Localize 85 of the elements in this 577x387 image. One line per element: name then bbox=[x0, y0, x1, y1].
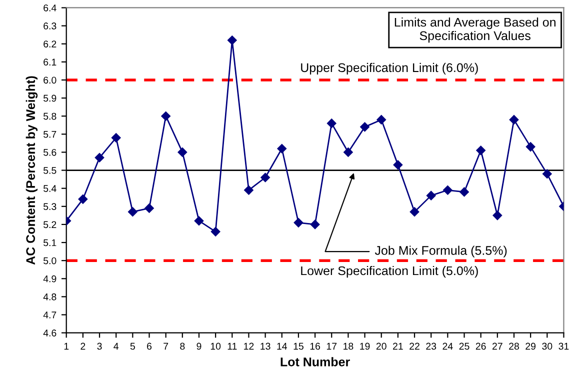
x-tick-label: 31 bbox=[558, 342, 569, 350]
point bbox=[94, 153, 104, 162]
y-tick-label: 6.3 bbox=[44, 22, 56, 30]
x-tick-label: 29 bbox=[526, 342, 536, 350]
point bbox=[443, 186, 452, 195]
point bbox=[128, 207, 138, 216]
y-tick-label: 5.3 bbox=[44, 203, 56, 210]
x-tick-label: 24 bbox=[442, 342, 453, 350]
x-tick-label: 21 bbox=[393, 342, 403, 350]
x-tick-label: 3 bbox=[97, 342, 102, 350]
x-tick-label: 9 bbox=[196, 342, 202, 350]
y-axis-title: AC Content (Percent by Weight) bbox=[26, 76, 38, 265]
annotation: Limits and Average Based on Specification Values bbox=[394, 17, 556, 43]
point bbox=[228, 36, 237, 45]
x-tick-label: 1 bbox=[64, 342, 69, 350]
y-tick-label: 5.7 bbox=[44, 130, 56, 138]
y-tick-label: 5.1 bbox=[44, 239, 56, 246]
point bbox=[376, 115, 386, 124]
x-tick-label: 30 bbox=[542, 342, 552, 350]
x-axis-title: Lot Number bbox=[280, 357, 350, 366]
y-tick-label: 5.8 bbox=[44, 112, 56, 120]
point bbox=[476, 146, 486, 156]
point bbox=[294, 218, 304, 228]
x-tick-label: 7 bbox=[164, 342, 168, 350]
x-tick-label: 13 bbox=[260, 342, 270, 350]
point bbox=[161, 111, 170, 121]
x-tick-label: 8 bbox=[180, 342, 185, 350]
x-tick-label: 4 bbox=[114, 342, 119, 350]
x-tick-label: 18 bbox=[344, 342, 354, 350]
point bbox=[244, 186, 254, 195]
x-tick-label: 5 bbox=[130, 342, 135, 350]
point bbox=[144, 204, 154, 213]
point bbox=[360, 122, 370, 132]
x-tick-label: 17 bbox=[326, 342, 337, 350]
point bbox=[509, 115, 519, 124]
y-tick-label: 5.6 bbox=[44, 148, 56, 156]
point bbox=[426, 190, 436, 200]
x-tick-label: 20 bbox=[376, 342, 386, 350]
point bbox=[310, 220, 320, 230]
y-tick-label: 6.1 bbox=[44, 58, 56, 66]
ref-line-label: Lower Specification Limit (5.0%) bbox=[301, 266, 478, 278]
point bbox=[111, 133, 121, 142]
x-tick-label: 12 bbox=[244, 342, 254, 350]
point bbox=[492, 210, 502, 220]
y-tick-label: 5.5 bbox=[44, 167, 56, 174]
ref-line-label: Job Mix Formula (5.5%) bbox=[374, 246, 507, 258]
point bbox=[326, 118, 336, 128]
x-tick-label: 10 bbox=[210, 342, 221, 350]
x-tick-label: 27 bbox=[492, 342, 502, 350]
x-tick-label: 2 bbox=[80, 342, 86, 350]
ref-line-label: Upper Specification Limit (6.0%) bbox=[301, 62, 478, 75]
y-tick-label: 6.0 bbox=[44, 76, 56, 84]
y-tick-label: 4.8 bbox=[43, 293, 56, 300]
point bbox=[460, 187, 469, 197]
y-tick-label: 4.6 bbox=[43, 330, 56, 336]
x-tick-label: 16 bbox=[310, 342, 320, 350]
point bbox=[210, 227, 220, 236]
y-tick-label: 4.9 bbox=[43, 275, 56, 282]
point bbox=[78, 194, 88, 204]
y-tick-label: 6.4 bbox=[44, 4, 56, 12]
y-tick-label: 5.2 bbox=[44, 221, 56, 228]
x-tick-label: 23 bbox=[426, 342, 436, 350]
y-tick-label: 5.0 bbox=[44, 257, 56, 264]
x-tick-label: 19 bbox=[360, 342, 370, 350]
x-tick-label: 15 bbox=[294, 342, 304, 350]
y-tick-label: 5.9 bbox=[44, 94, 56, 102]
point bbox=[542, 169, 552, 179]
x-tick-label: 25 bbox=[459, 342, 470, 350]
point bbox=[277, 144, 287, 154]
point bbox=[526, 142, 536, 152]
x-tick-label: 6 bbox=[147, 342, 152, 350]
point bbox=[194, 216, 204, 226]
x-tick-label: 28 bbox=[509, 342, 519, 350]
y-tick-label: 5.4 bbox=[44, 185, 56, 192]
point bbox=[393, 160, 403, 170]
x-tick-label: 11 bbox=[228, 342, 237, 350]
point bbox=[260, 172, 270, 182]
point bbox=[344, 148, 353, 157]
y-tick-label: 4.7 bbox=[43, 312, 56, 318]
y-tick-label: 6.2 bbox=[44, 40, 56, 48]
point bbox=[410, 207, 420, 216]
x-tick-label: 26 bbox=[476, 342, 486, 350]
x-tick-label: 22 bbox=[410, 342, 420, 350]
x-tick-label: 14 bbox=[277, 342, 288, 350]
point bbox=[178, 148, 188, 157]
